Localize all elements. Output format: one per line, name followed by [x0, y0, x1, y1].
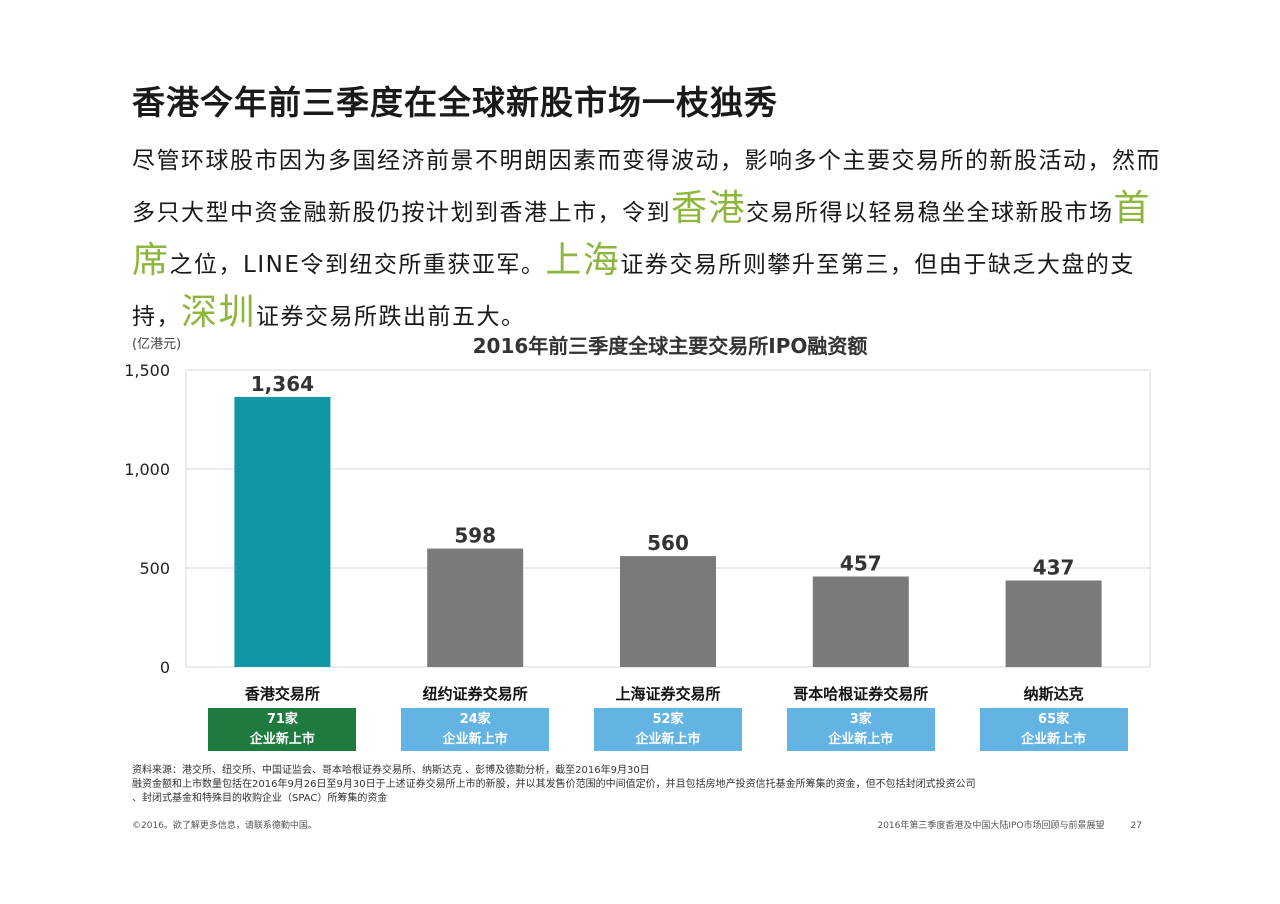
data-label: 560 [647, 531, 689, 555]
y-tick-label: 500 [139, 559, 170, 578]
source-note: 资料来源：港交所、纽交所、中国证监会、哥本哈根证券交易所、纳斯达克 、彭博及德勤… [132, 764, 1172, 806]
badge-text: 企业新上市 [249, 732, 315, 747]
badge-count: 24家 [459, 712, 491, 727]
highlight-word: 深圳 [181, 292, 257, 333]
paragraph-text: 活动，然而多只大型中资金融新股仍按计划到香港上市，令到 [132, 148, 1161, 226]
data-label: 437 [1033, 555, 1075, 579]
data-label: 1,364 [251, 372, 314, 396]
paragraph-text: 交易所得以轻易稳坐全球新股市场 [746, 200, 1114, 226]
source-line: 、封闭式基金和特殊目的收购企业（SPAC）所筹集的资金 [132, 793, 388, 804]
x-tick-label: 纳斯达克 [1023, 685, 1084, 703]
badge-count: 71家 [266, 712, 298, 727]
badge-text: 企业新上市 [442, 732, 508, 747]
listing-count-badge: 65家企业新上市 [979, 708, 1128, 751]
bar [1005, 580, 1102, 667]
badge-count: 65家 [1038, 712, 1070, 727]
bar [812, 576, 909, 667]
badge-text: 企业新上市 [635, 732, 701, 747]
badge-count: 3家 [849, 712, 872, 727]
y-tick-label: 1,000 [124, 460, 170, 479]
listing-count-badge: 24家企业新上市 [401, 708, 550, 751]
data-label: 598 [454, 524, 496, 548]
paragraph-text: 证券交易所则攀升至第三，但由于缺乏大盘的支持， [132, 252, 1135, 330]
paragraph-text: 尽管环球股市因为多国经济前景不明朗因素而变得波动，影响多个主要交易所的新股 [132, 148, 1039, 174]
bar [234, 396, 331, 667]
copyright: ©2016。欲了解更多信息，请联系德勤中国。 [132, 821, 317, 831]
badge-count: 52家 [652, 712, 684, 727]
page-number: 27 [1130, 821, 1142, 831]
listing-count-badge: 52家企业新上市 [594, 708, 742, 751]
y-tick-label: 1,500 [124, 361, 170, 380]
x-tick-label: 纽约证券交易所 [422, 685, 528, 703]
listing-count-badge: 71家企业新上市 [208, 708, 357, 751]
y-tick-label: 0 [160, 658, 170, 677]
paragraph-text: 之位，LINE令到纽交所重获亚军。 [169, 252, 546, 278]
chart-title: 2016年前三季度全球主要交易所IPO融资额 [472, 334, 868, 358]
bar-chart: 0 500 1,000 1,500 1,364 598 560 457 437 [124, 361, 1151, 677]
highlight-word: 香港 [671, 188, 747, 229]
page-title: 香港今年前三季度在全球新股市场一枝独秀 [132, 83, 778, 122]
x-tick-label: 香港交易所 [244, 685, 320, 703]
highlight-word: 上海 [545, 240, 621, 281]
footer-report-info: 2016年第三季度香港及中国大陆IPO市场回顾与前景展望 27 [851, 818, 1142, 831]
highlight-word: 首席 [132, 188, 1152, 281]
x-tick-label: 哥本哈根证券交易所 [793, 685, 929, 703]
badge-text: 企业新上市 [828, 732, 894, 747]
bar [427, 548, 524, 667]
report-title: 2016年第三季度香港及中国大陆IPO市场回顾与前景展望 [877, 821, 1105, 831]
data-label: 457 [840, 552, 882, 576]
listing-count-badge: 3家企业新上市 [786, 708, 935, 751]
paragraph-text: 证券交易所跌出前五大。 [256, 304, 526, 330]
x-tick-label: 上海证券交易所 [615, 685, 721, 703]
source-line: 资料来源：港交所、纽交所、中国证监会、哥本哈根证券交易所、纳斯达克 、彭博及德勤… [132, 765, 650, 776]
bar [620, 556, 716, 667]
y-unit-label: (亿港元) [132, 337, 182, 352]
intro-paragraph: 尽管环球股市因为多国经济前景不明朗因素而变得波动，影响多个主要交易所的新股活动，… [132, 138, 1172, 341]
badge-text: 企业新上市 [1021, 732, 1087, 747]
source-line: 融资金额和上市数量包括在2016年9月26日至9月30日于上述证券交易所上市的新… [132, 779, 976, 790]
